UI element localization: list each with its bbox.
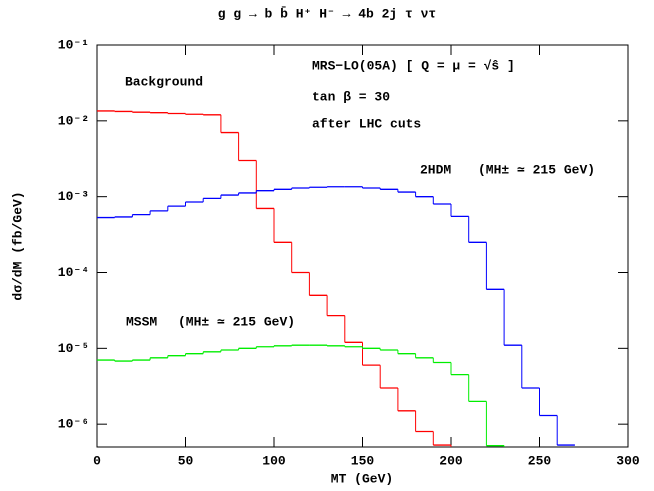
y-tick-label: 10⁻³ (58, 189, 89, 204)
x-tick-label: 50 (178, 453, 194, 468)
series-label: MSSM (126, 314, 157, 329)
chart-title: g g → b b̄ H⁺ H⁻ → 4b 2j τ ντ (218, 6, 437, 21)
annotation: (MH± ≃ 215 GeV) (178, 314, 295, 329)
y-tick-label: 10⁻² (58, 113, 89, 128)
plot-frame (96, 44, 629, 448)
x-tick-label: 100 (262, 453, 286, 468)
y-tick-label: 10⁻⁵ (58, 341, 89, 356)
y-axis-label: dσ/dM (fb/GeV) (10, 191, 25, 300)
x-tick-label: 250 (528, 453, 552, 468)
y-tick-label: 10⁻¹ (58, 37, 89, 52)
annotation: after LHC cuts (312, 116, 421, 131)
x-axis-label: MT (GeV) (331, 471, 393, 486)
x-tick-label: 0 (93, 453, 101, 468)
x-tick-label: 300 (616, 453, 640, 468)
x-tick-label: 200 (439, 453, 463, 468)
x-tick-label: 150 (351, 453, 375, 468)
annotation: MRS−LO(05A) [ Q = μ = √ŝ ] (312, 58, 515, 73)
annotation: (MH± ≃ 215 GeV) (478, 162, 595, 177)
annotation: tan β = 30 (312, 89, 390, 104)
y-tick-label: 10⁻⁶ (58, 417, 89, 432)
series-label: Background (125, 74, 203, 89)
y-tick-label: 10⁻⁴ (58, 265, 89, 280)
series-label: 2HDM (420, 162, 451, 177)
